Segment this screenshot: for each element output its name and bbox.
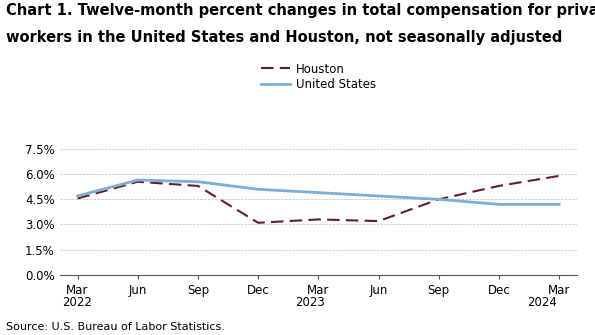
Text: workers in the United States and Houston, not seasonally adjusted: workers in the United States and Houston…: [6, 30, 562, 45]
Line: United States: United States: [77, 180, 559, 204]
Houston: [74, 196, 81, 200]
Houston: [375, 219, 382, 223]
United States: [134, 178, 142, 182]
Houston: [435, 197, 442, 201]
Houston: [315, 217, 322, 221]
United States: [375, 194, 382, 198]
United States: [495, 202, 502, 206]
Houston: [556, 174, 563, 178]
United States: [195, 180, 202, 184]
United States: [315, 191, 322, 195]
Text: 2024: 2024: [527, 296, 557, 310]
Legend: Houston, United States: Houston, United States: [261, 63, 376, 91]
United States: [435, 197, 442, 201]
Text: 2022: 2022: [62, 296, 92, 310]
United States: [255, 187, 262, 191]
Houston: [255, 221, 262, 225]
Houston: [195, 184, 202, 188]
Houston: [495, 184, 502, 188]
Houston: [134, 180, 142, 184]
Text: Chart 1. Twelve-month percent changes in total compensation for private industry: Chart 1. Twelve-month percent changes in…: [6, 3, 595, 18]
Line: Houston: Houston: [77, 176, 559, 223]
Text: Source: U.S. Bureau of Labor Statistics.: Source: U.S. Bureau of Labor Statistics.: [6, 322, 225, 332]
United States: [556, 202, 563, 206]
Text: 2023: 2023: [295, 296, 324, 310]
United States: [74, 194, 81, 198]
